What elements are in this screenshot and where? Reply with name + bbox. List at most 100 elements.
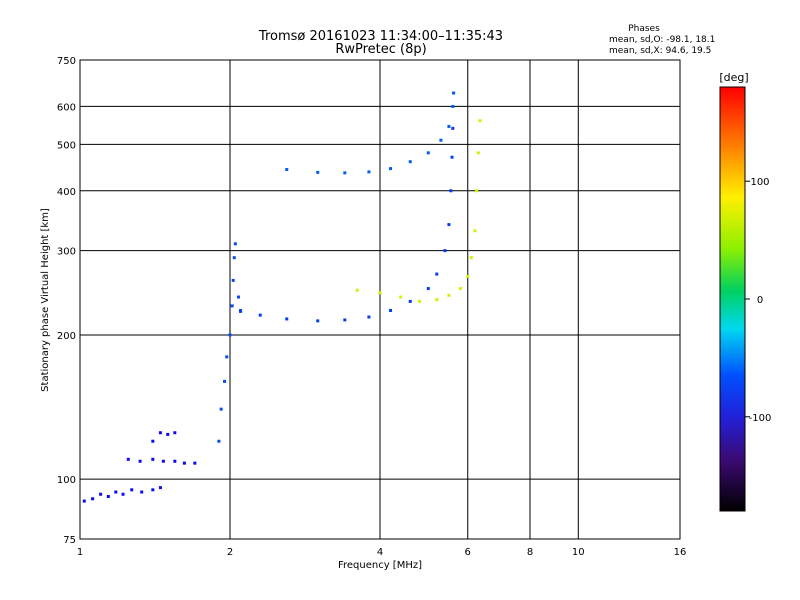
echo-point <box>91 497 95 501</box>
echo-point <box>426 287 430 291</box>
x-tick-label: 8 <box>527 547 533 558</box>
echo-point <box>193 461 197 465</box>
echo-point <box>99 492 103 496</box>
echo-point <box>343 171 347 175</box>
echo-point <box>450 155 454 159</box>
y-tick-label: 75 <box>63 535 76 546</box>
y-tick-label: 400 <box>57 187 76 198</box>
y-tick-label: 750 <box>57 56 76 67</box>
chart-subtitle: RwPretec (8p) <box>335 42 426 57</box>
echo-point <box>447 223 451 227</box>
echo-point <box>151 488 155 492</box>
echo-point <box>343 318 347 322</box>
chart-title: Tromsø 20161023 11:34:00–11:35:43 <box>258 29 503 44</box>
axis-ticks: 1 2 4 6 8 10 16 75 100 200 300 400 500 600 750 <box>57 56 686 558</box>
echo-point <box>121 492 125 496</box>
echo-point <box>173 431 177 435</box>
echo-point <box>228 333 232 337</box>
echo-point <box>158 431 162 435</box>
echo-point <box>389 308 393 312</box>
echo-point <box>236 295 240 299</box>
x-tick-label: 16 <box>674 547 687 558</box>
echo-point <box>435 298 439 302</box>
echo-point <box>225 355 229 359</box>
grid-lines <box>80 60 680 539</box>
echo-point <box>82 499 86 503</box>
phases-x-line: mean, sd,X: 94.6, 19.5 <box>609 46 711 56</box>
x-axis-label: Frequency [MHz] <box>338 560 422 571</box>
echo-point <box>478 119 482 123</box>
echo-point <box>417 299 421 303</box>
echo-point <box>408 160 412 164</box>
echo-point <box>166 432 170 436</box>
echo-point <box>316 319 320 323</box>
echo-point <box>219 407 223 411</box>
colorbar-tick-label: 0 <box>757 295 763 306</box>
x-tick-label: 4 <box>377 547 383 558</box>
echo-point <box>130 488 134 492</box>
echo-point <box>476 151 480 155</box>
echo-point <box>239 309 243 313</box>
echo-point <box>285 168 289 172</box>
echo-point <box>367 170 371 174</box>
echo-point <box>439 138 443 142</box>
echo-points <box>82 91 482 503</box>
echo-point <box>389 167 393 171</box>
echo-point <box>258 313 262 317</box>
echo-point <box>182 461 186 465</box>
echo-point <box>223 379 227 383</box>
echo-point <box>231 278 235 282</box>
echo-point <box>285 317 289 321</box>
echo-point <box>435 272 439 276</box>
echo-point <box>367 315 371 319</box>
echo-point <box>408 299 412 303</box>
colorbar-label: [deg] <box>719 71 748 84</box>
echo-point <box>151 457 155 461</box>
y-tick-label: 600 <box>57 102 76 113</box>
echo-point <box>458 287 462 291</box>
colorbar-tick-label: 100 <box>750 177 769 188</box>
echo-point <box>466 274 470 278</box>
echo-point <box>217 439 221 443</box>
y-tick-label: 500 <box>57 140 76 151</box>
y-axis-label: Stationary phase Virtual Height [km] <box>40 208 51 392</box>
echo-point <box>140 490 144 494</box>
echo-point <box>451 104 455 108</box>
echo-point <box>447 124 451 128</box>
echo-point <box>232 256 236 260</box>
echo-point <box>173 459 177 463</box>
y-tick-label: 300 <box>57 247 76 258</box>
echo-point <box>233 242 237 246</box>
echo-point <box>355 288 359 292</box>
echo-point <box>126 457 130 461</box>
echo-point <box>161 459 165 463</box>
echo-point <box>106 494 110 498</box>
echo-point <box>475 189 479 193</box>
y-tick-label: 200 <box>57 331 76 342</box>
echo-point <box>230 304 234 308</box>
echo-point <box>469 256 473 260</box>
x-tick-label: 6 <box>465 547 471 558</box>
echo-point <box>449 189 453 193</box>
echo-point <box>138 459 142 463</box>
echo-point <box>447 293 451 297</box>
echo-point <box>151 439 155 443</box>
echo-point <box>452 91 456 95</box>
colorbar-tick-label: -100 <box>749 413 772 424</box>
x-tick-label: 10 <box>572 547 585 558</box>
echo-point <box>426 151 430 155</box>
echo-point <box>399 295 403 299</box>
echo-point <box>473 229 477 233</box>
echo-point <box>316 170 320 174</box>
echo-point <box>451 126 455 130</box>
x-tick-label: 1 <box>77 547 83 558</box>
phases-heading: Phases <box>628 24 660 34</box>
echo-point <box>443 249 447 253</box>
colorbar <box>719 86 746 512</box>
x-tick-label: 2 <box>227 547 233 558</box>
colorbar-ticks: 100 0 -100 <box>745 177 771 424</box>
echo-point <box>158 486 162 490</box>
echo-point <box>114 490 118 494</box>
phases-o-line: mean, sd,O: -98.1, 18.1 <box>609 35 715 45</box>
